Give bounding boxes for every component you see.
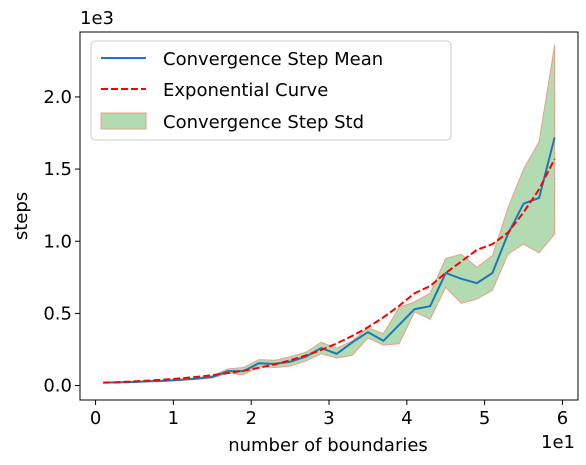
mean-line bbox=[103, 137, 556, 384]
legend: Convergence Step Mean Exponential Curve … bbox=[90, 40, 452, 141]
legend-label-exponential: Exponential Curve bbox=[163, 80, 328, 101]
y-axis-title: steps bbox=[11, 192, 32, 240]
x-tick-label: 2 bbox=[245, 408, 256, 429]
x-tick-label: 1 bbox=[168, 408, 179, 429]
y-tick-label: 2.0 bbox=[43, 87, 72, 108]
exponential-curve bbox=[103, 158, 556, 384]
x-tick-label: 0 bbox=[90, 408, 101, 429]
std-band bbox=[102, 44, 556, 384]
plot-area bbox=[102, 44, 556, 384]
legend-label-std: Convergence Step Std bbox=[163, 112, 364, 133]
x-tick-label: 5 bbox=[479, 408, 490, 429]
axes: 0 1 2 3 4 5 6 0.0 0.5 1.0 1.5 2.0 bbox=[43, 31, 579, 429]
x-tick-label: 4 bbox=[401, 408, 412, 429]
x-axis-title: number of boundaries bbox=[228, 435, 428, 456]
x-tick-label: 6 bbox=[557, 408, 568, 429]
x-tick-label: 3 bbox=[323, 408, 334, 429]
y-tick-label: 0.0 bbox=[43, 376, 72, 397]
y-tick-label: 1.5 bbox=[43, 159, 72, 180]
y-tick-label: 0.5 bbox=[43, 303, 72, 324]
x-offset-text: 1e1 bbox=[541, 432, 575, 453]
y-tick-label: 1.0 bbox=[43, 231, 72, 252]
legend-label-mean: Convergence Step Mean bbox=[163, 49, 383, 70]
y-offset-text: 1e3 bbox=[80, 8, 114, 29]
legend-swatch-std bbox=[100, 112, 147, 130]
legend-frame bbox=[90, 40, 452, 141]
